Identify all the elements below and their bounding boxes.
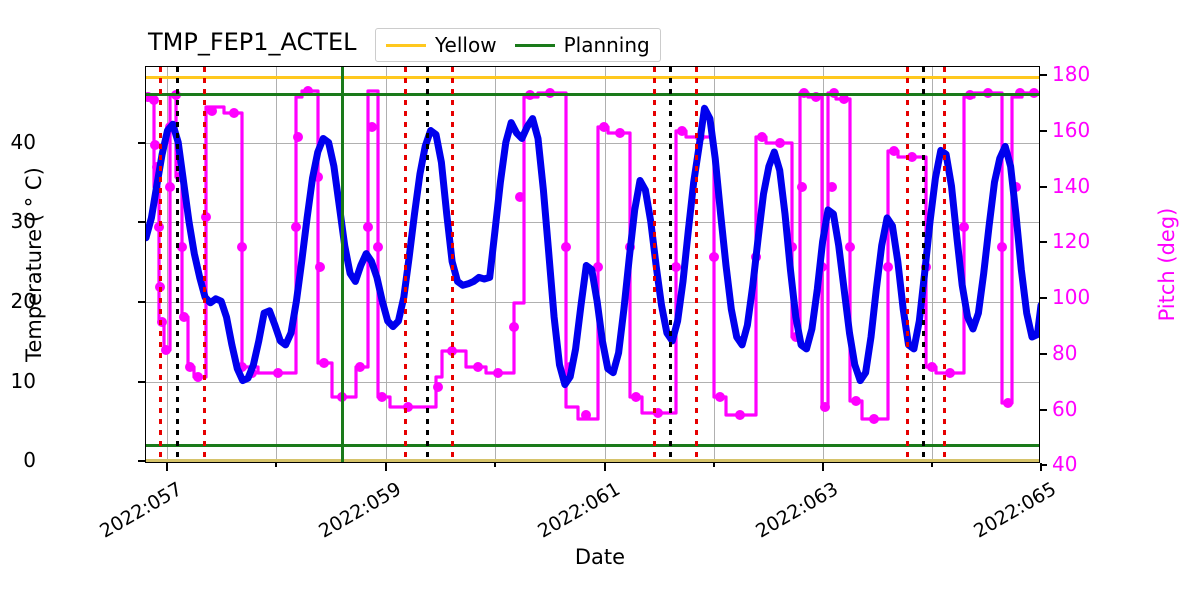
y-left-tickmark: [138, 142, 145, 144]
legend-item-planning: Planning: [514, 33, 650, 57]
y-left-tick-20: 20: [10, 289, 36, 313]
y-right-tick-160: 160: [1052, 118, 1091, 142]
event-line-red: [943, 67, 946, 462]
limit-line-planning-upper: [146, 93, 1039, 96]
gridline-horizontal: [146, 302, 1039, 303]
y-right-tickmark: [1040, 186, 1047, 188]
event-line-red: [404, 67, 407, 462]
page-title: TMP_FEP1_ACTEL: [148, 28, 357, 56]
y-left-tickmark: [138, 460, 145, 462]
legend-swatch-planning: [514, 43, 555, 47]
gridline-vertical: [495, 67, 496, 462]
y-right-tickmark: [1040, 464, 1047, 466]
event-line-black: [669, 67, 672, 462]
gridline-vertical: [932, 67, 933, 462]
x-tickmark-minor: [713, 463, 715, 467]
y-right-tickmark: [1040, 74, 1047, 76]
event-line-red: [653, 67, 656, 462]
y-right-tickmark: [1040, 241, 1047, 243]
x-tickmark-minor: [931, 463, 933, 467]
y-left-tick-10: 10: [10, 369, 36, 393]
y-left-tickmark: [138, 381, 145, 383]
y-right-tick-120: 120: [1052, 229, 1091, 253]
y-axis-right-title: Pitch (deg): [1155, 207, 1179, 322]
limit-line-yellow-lower: [146, 459, 1039, 462]
y-axis-left-title: Temperature ( ° C): [22, 167, 46, 362]
x-tickmark-major: [385, 463, 387, 471]
gridline-horizontal: [146, 143, 1039, 144]
y-right-tickmark: [1040, 353, 1047, 355]
legend-swatch-yellow: [386, 43, 426, 47]
x-tickmark-major: [166, 463, 168, 471]
legend-label-planning: Planning: [563, 33, 650, 57]
event-line-red: [906, 67, 909, 462]
y-right-tick-80: 80: [1052, 341, 1078, 365]
event-line-red: [159, 67, 162, 462]
y-axis-left-title-wrap: Temperature ( ° C): [22, 66, 46, 463]
event-line-black: [426, 67, 429, 462]
gridline-vertical: [386, 67, 387, 462]
y-right-tick-40: 40: [1052, 452, 1078, 476]
y-right-tickmark: [1040, 409, 1047, 411]
limit-line-yellow-upper: [146, 76, 1039, 79]
x-tickmark-minor: [275, 463, 277, 467]
y-left-tickmark: [138, 301, 145, 303]
y-left-tick-40: 40: [10, 130, 36, 154]
gridline-vertical: [605, 67, 606, 462]
event-line-black: [922, 67, 925, 462]
x-tickmark-major: [604, 463, 606, 471]
x-tickmark-major: [822, 463, 824, 471]
y-left-tick-30: 30: [10, 209, 36, 233]
legend: Yellow Planning: [375, 28, 661, 62]
y-right-tickmark: [1040, 130, 1047, 132]
y-right-tick-180: 180: [1052, 62, 1091, 86]
event-line-black: [176, 67, 179, 462]
event-line-red: [203, 67, 206, 462]
y-right-tick-60: 60: [1052, 397, 1078, 421]
legend-label-yellow: Yellow: [435, 33, 497, 57]
x-axis-title: Date: [574, 545, 626, 569]
gridline-vertical: [276, 67, 277, 462]
gridline-horizontal: [146, 382, 1039, 383]
legend-item-yellow: Yellow: [386, 33, 497, 57]
series-temperature: [146, 104, 1039, 389]
gridline-horizontal: [146, 222, 1039, 223]
limit-line-planning-lower: [146, 444, 1039, 447]
y-left-tick-0: 0: [23, 448, 36, 472]
y-right-tick-100: 100: [1052, 285, 1091, 309]
event-line-red: [695, 67, 698, 462]
x-tickmark-major: [1040, 463, 1042, 471]
y-axis-right-title-wrap: Pitch (deg): [1155, 66, 1179, 463]
gridline-vertical: [167, 67, 168, 462]
x-tickmark-minor: [494, 463, 496, 467]
y-left-tickmark: [138, 221, 145, 223]
y-right-tickmark: [1040, 297, 1047, 299]
y-right-tick-140: 140: [1052, 174, 1091, 198]
event-line-red: [451, 67, 454, 462]
event-line-green-solid: [341, 67, 344, 462]
plot-area[interactable]: [145, 66, 1040, 463]
